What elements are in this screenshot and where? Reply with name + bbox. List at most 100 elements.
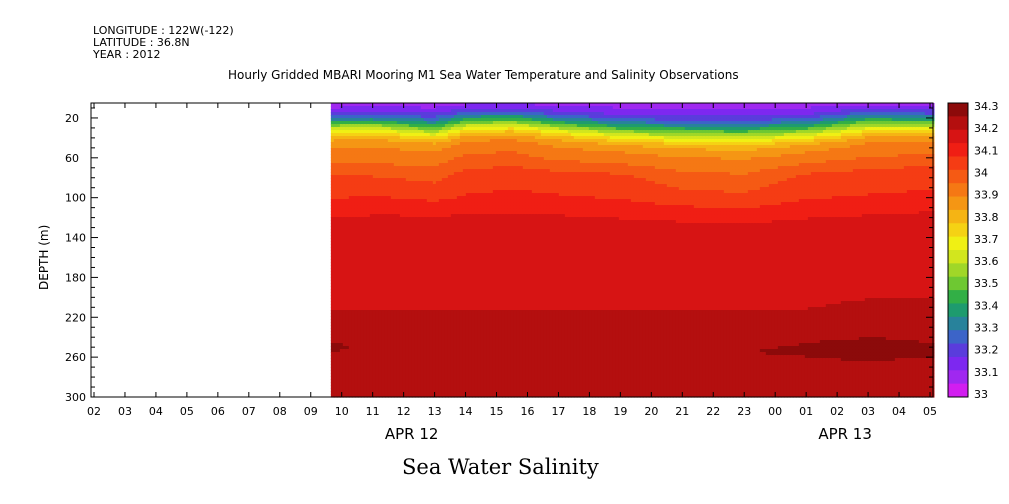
heatmap-cell	[354, 184, 359, 188]
heatmap-cell	[390, 118, 395, 122]
heatmap-cell	[378, 310, 383, 314]
heatmap-cell	[408, 265, 413, 269]
heatmap-cell	[423, 256, 428, 260]
heatmap-cell	[393, 289, 398, 293]
heatmap-cell	[384, 199, 389, 203]
heatmap-cell	[405, 202, 410, 206]
heatmap-cell	[402, 322, 407, 326]
heatmap-cell	[330, 139, 335, 143]
heatmap-cell	[375, 151, 380, 155]
heatmap-cell	[363, 250, 368, 254]
heatmap-cell	[345, 331, 350, 335]
heatmap-cell	[414, 103, 419, 107]
heatmap-cell	[372, 388, 377, 392]
heatmap-cell	[369, 301, 374, 305]
heatmap-cell	[381, 160, 386, 164]
heatmap-cell	[420, 244, 425, 248]
heatmap-cell	[387, 385, 392, 389]
heatmap-cell	[351, 391, 356, 395]
heatmap-cell	[405, 193, 410, 197]
heatmap-cell	[372, 313, 377, 317]
heatmap-cell	[354, 337, 359, 341]
heatmap-cell	[348, 136, 353, 140]
heatmap-cell	[369, 265, 374, 269]
heatmap-cell	[339, 115, 344, 119]
heatmap-cell	[348, 181, 353, 185]
heatmap-cell	[381, 256, 386, 260]
heatmap-cell	[333, 394, 338, 398]
heatmap-cell	[426, 310, 431, 314]
heatmap-cell	[426, 316, 431, 320]
heatmap-cell	[396, 139, 401, 143]
heatmap-cell	[417, 376, 422, 380]
heatmap-cell	[399, 226, 404, 230]
heatmap-cell	[333, 157, 338, 161]
heatmap-cell	[372, 259, 377, 263]
heatmap-cell	[402, 220, 407, 224]
heatmap-cell	[333, 382, 338, 386]
heatmap-cell	[342, 328, 347, 332]
heatmap-cell	[399, 331, 404, 335]
heatmap-cell	[411, 307, 416, 311]
heatmap-cell	[411, 199, 416, 203]
heatmap-cell	[351, 133, 356, 137]
heatmap-cell	[390, 331, 395, 335]
heatmap-cell	[387, 184, 392, 188]
heatmap-cell	[369, 208, 374, 212]
heatmap-cell	[357, 316, 362, 320]
heatmap-cell	[423, 328, 428, 332]
heatmap-cell	[363, 259, 368, 263]
heatmap-cell	[420, 349, 425, 353]
heatmap-cell	[369, 109, 374, 113]
heatmap-cell	[414, 202, 419, 206]
heatmap-cell	[390, 355, 395, 359]
heatmap-cell	[405, 343, 410, 347]
heatmap-cell	[366, 145, 371, 149]
heatmap-cell	[390, 277, 395, 281]
heatmap-cell	[408, 316, 413, 320]
heatmap-cell	[372, 238, 377, 242]
heatmap-cell	[360, 382, 365, 386]
heatmap-cell	[360, 280, 365, 284]
heatmap-cell	[342, 304, 347, 308]
heatmap-cell	[369, 268, 374, 272]
heatmap-cell	[375, 163, 380, 167]
heatmap-cell	[387, 301, 392, 305]
heatmap-cell	[381, 130, 386, 134]
heatmap-cell	[384, 241, 389, 245]
heatmap-cell	[351, 265, 356, 269]
heatmap-cell	[417, 370, 422, 374]
heatmap-cell	[426, 157, 431, 161]
heatmap-cell	[399, 190, 404, 194]
heatmap-cell	[345, 112, 350, 116]
heatmap-cell	[426, 262, 431, 266]
heatmap-cell	[378, 223, 383, 227]
heatmap-cell	[423, 247, 428, 251]
heatmap-cell	[366, 361, 371, 365]
heatmap-cell	[366, 286, 371, 290]
heatmap-cell	[378, 292, 383, 296]
heatmap-cell	[387, 259, 392, 263]
heatmap-cell	[405, 229, 410, 233]
heatmap-cell	[336, 157, 341, 161]
heatmap-cell	[345, 232, 350, 236]
heatmap-cell	[351, 379, 356, 383]
heatmap-cell	[402, 235, 407, 239]
heatmap-cell	[357, 145, 362, 149]
heatmap-cell	[390, 349, 395, 353]
heatmap-cell	[387, 130, 392, 134]
heatmap-cell	[408, 253, 413, 257]
heatmap-cell	[411, 316, 416, 320]
heatmap-cell	[399, 352, 404, 356]
heatmap-cell	[339, 178, 344, 182]
heatmap-cell	[357, 343, 362, 347]
heatmap-cell	[408, 301, 413, 305]
heatmap-cell	[420, 337, 425, 341]
heatmap-cell	[351, 190, 356, 194]
heatmap-cell	[363, 391, 368, 395]
heatmap-cell	[378, 334, 383, 338]
heatmap-cell	[360, 199, 365, 203]
heatmap-cell	[348, 394, 353, 398]
heatmap-cell	[345, 103, 350, 107]
heatmap-cell	[375, 235, 380, 239]
